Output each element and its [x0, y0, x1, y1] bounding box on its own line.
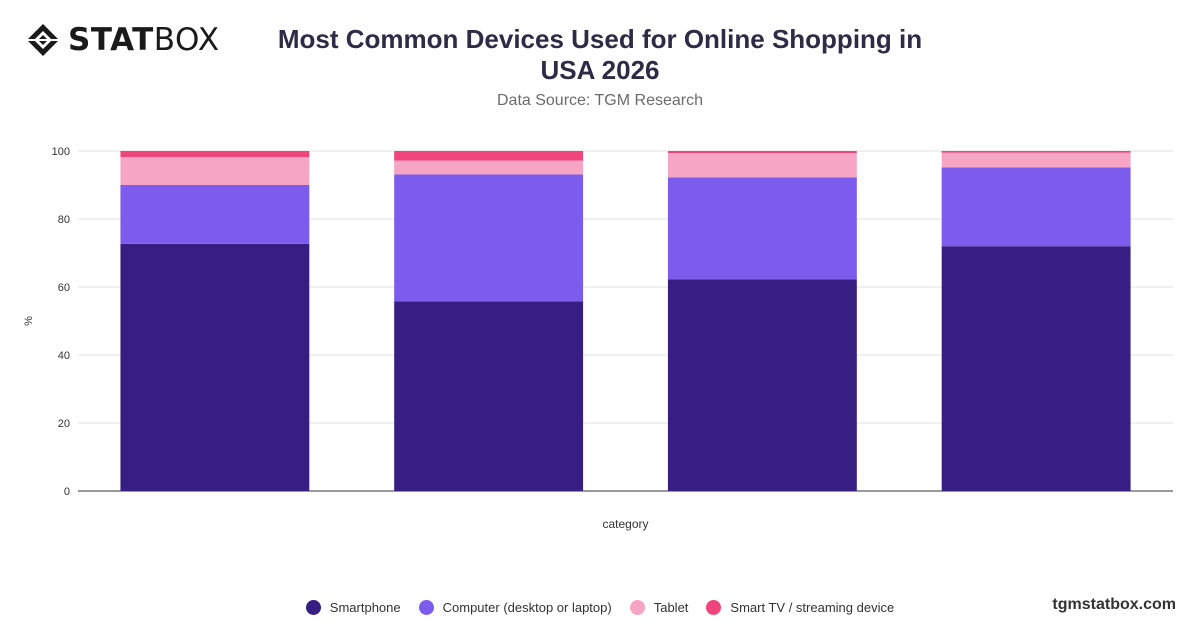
x-axis-label: category [602, 517, 648, 531]
bar-segment [667, 151, 857, 154]
y-axis-label: % [23, 316, 35, 326]
legend-marker [418, 600, 434, 615]
bar-segment [120, 157, 310, 185]
bar-segment [394, 160, 584, 175]
bar-segment [941, 167, 1131, 247]
legend-marker [629, 600, 645, 615]
bar-segment [120, 185, 310, 244]
bar-segment [941, 246, 1131, 491]
bar-segment [120, 151, 310, 158]
legend-marker [305, 600, 321, 615]
bar-segment [667, 279, 857, 491]
logo: STATBOX [26, 22, 220, 58]
bar-segment [667, 153, 857, 178]
bar-segment [941, 151, 1131, 153]
y-tick-label: 80 [58, 214, 70, 226]
y-tick-label: 40 [58, 350, 70, 362]
y-tick-label: 20 [58, 418, 70, 430]
legend-item: Computer (desktop or laptop) [418, 600, 612, 615]
y-tick-label: 0 [64, 486, 70, 498]
diamond-logo-icon [27, 24, 59, 56]
y-tick-label: 60 [58, 282, 70, 294]
bar-segment [667, 177, 857, 280]
legend-label: Smartphone [329, 600, 401, 615]
chart-title: Most Common Devices Used for Online Shop… [240, 24, 960, 86]
bar-segment [394, 174, 584, 302]
chart-title-line-1: Most Common Devices Used for Online Shop… [277, 24, 923, 54]
logo-text-light: BOX [153, 22, 220, 58]
legend-item: Smart TV / streaming device [706, 600, 894, 615]
logo-text-bold: STAT [68, 22, 154, 58]
chart-title-line-2: USA 2026 [540, 55, 660, 85]
chart-subtitle: Data Source: TGM Research [496, 92, 703, 109]
logo-text: STATBOX [68, 22, 220, 58]
bar-segment [394, 151, 584, 161]
legend-item: Tablet [629, 600, 689, 615]
legend-label: Computer (desktop or laptop) [442, 600, 612, 615]
bar-segment [120, 243, 310, 491]
chart-legend: Smartphone Computer (desktop or laptop) Ta… [0, 600, 1200, 615]
legend-item: Smartphone [305, 600, 401, 615]
brand-url: tgmstatbox.com [1052, 596, 1176, 613]
y-tick-label: 100 [52, 146, 70, 158]
legend-marker [706, 600, 722, 615]
legend-label: Smart TV / streaming device [730, 600, 895, 615]
bar-segment [941, 152, 1131, 168]
bar-segment [394, 301, 584, 491]
legend-label: Tablet [653, 600, 689, 615]
